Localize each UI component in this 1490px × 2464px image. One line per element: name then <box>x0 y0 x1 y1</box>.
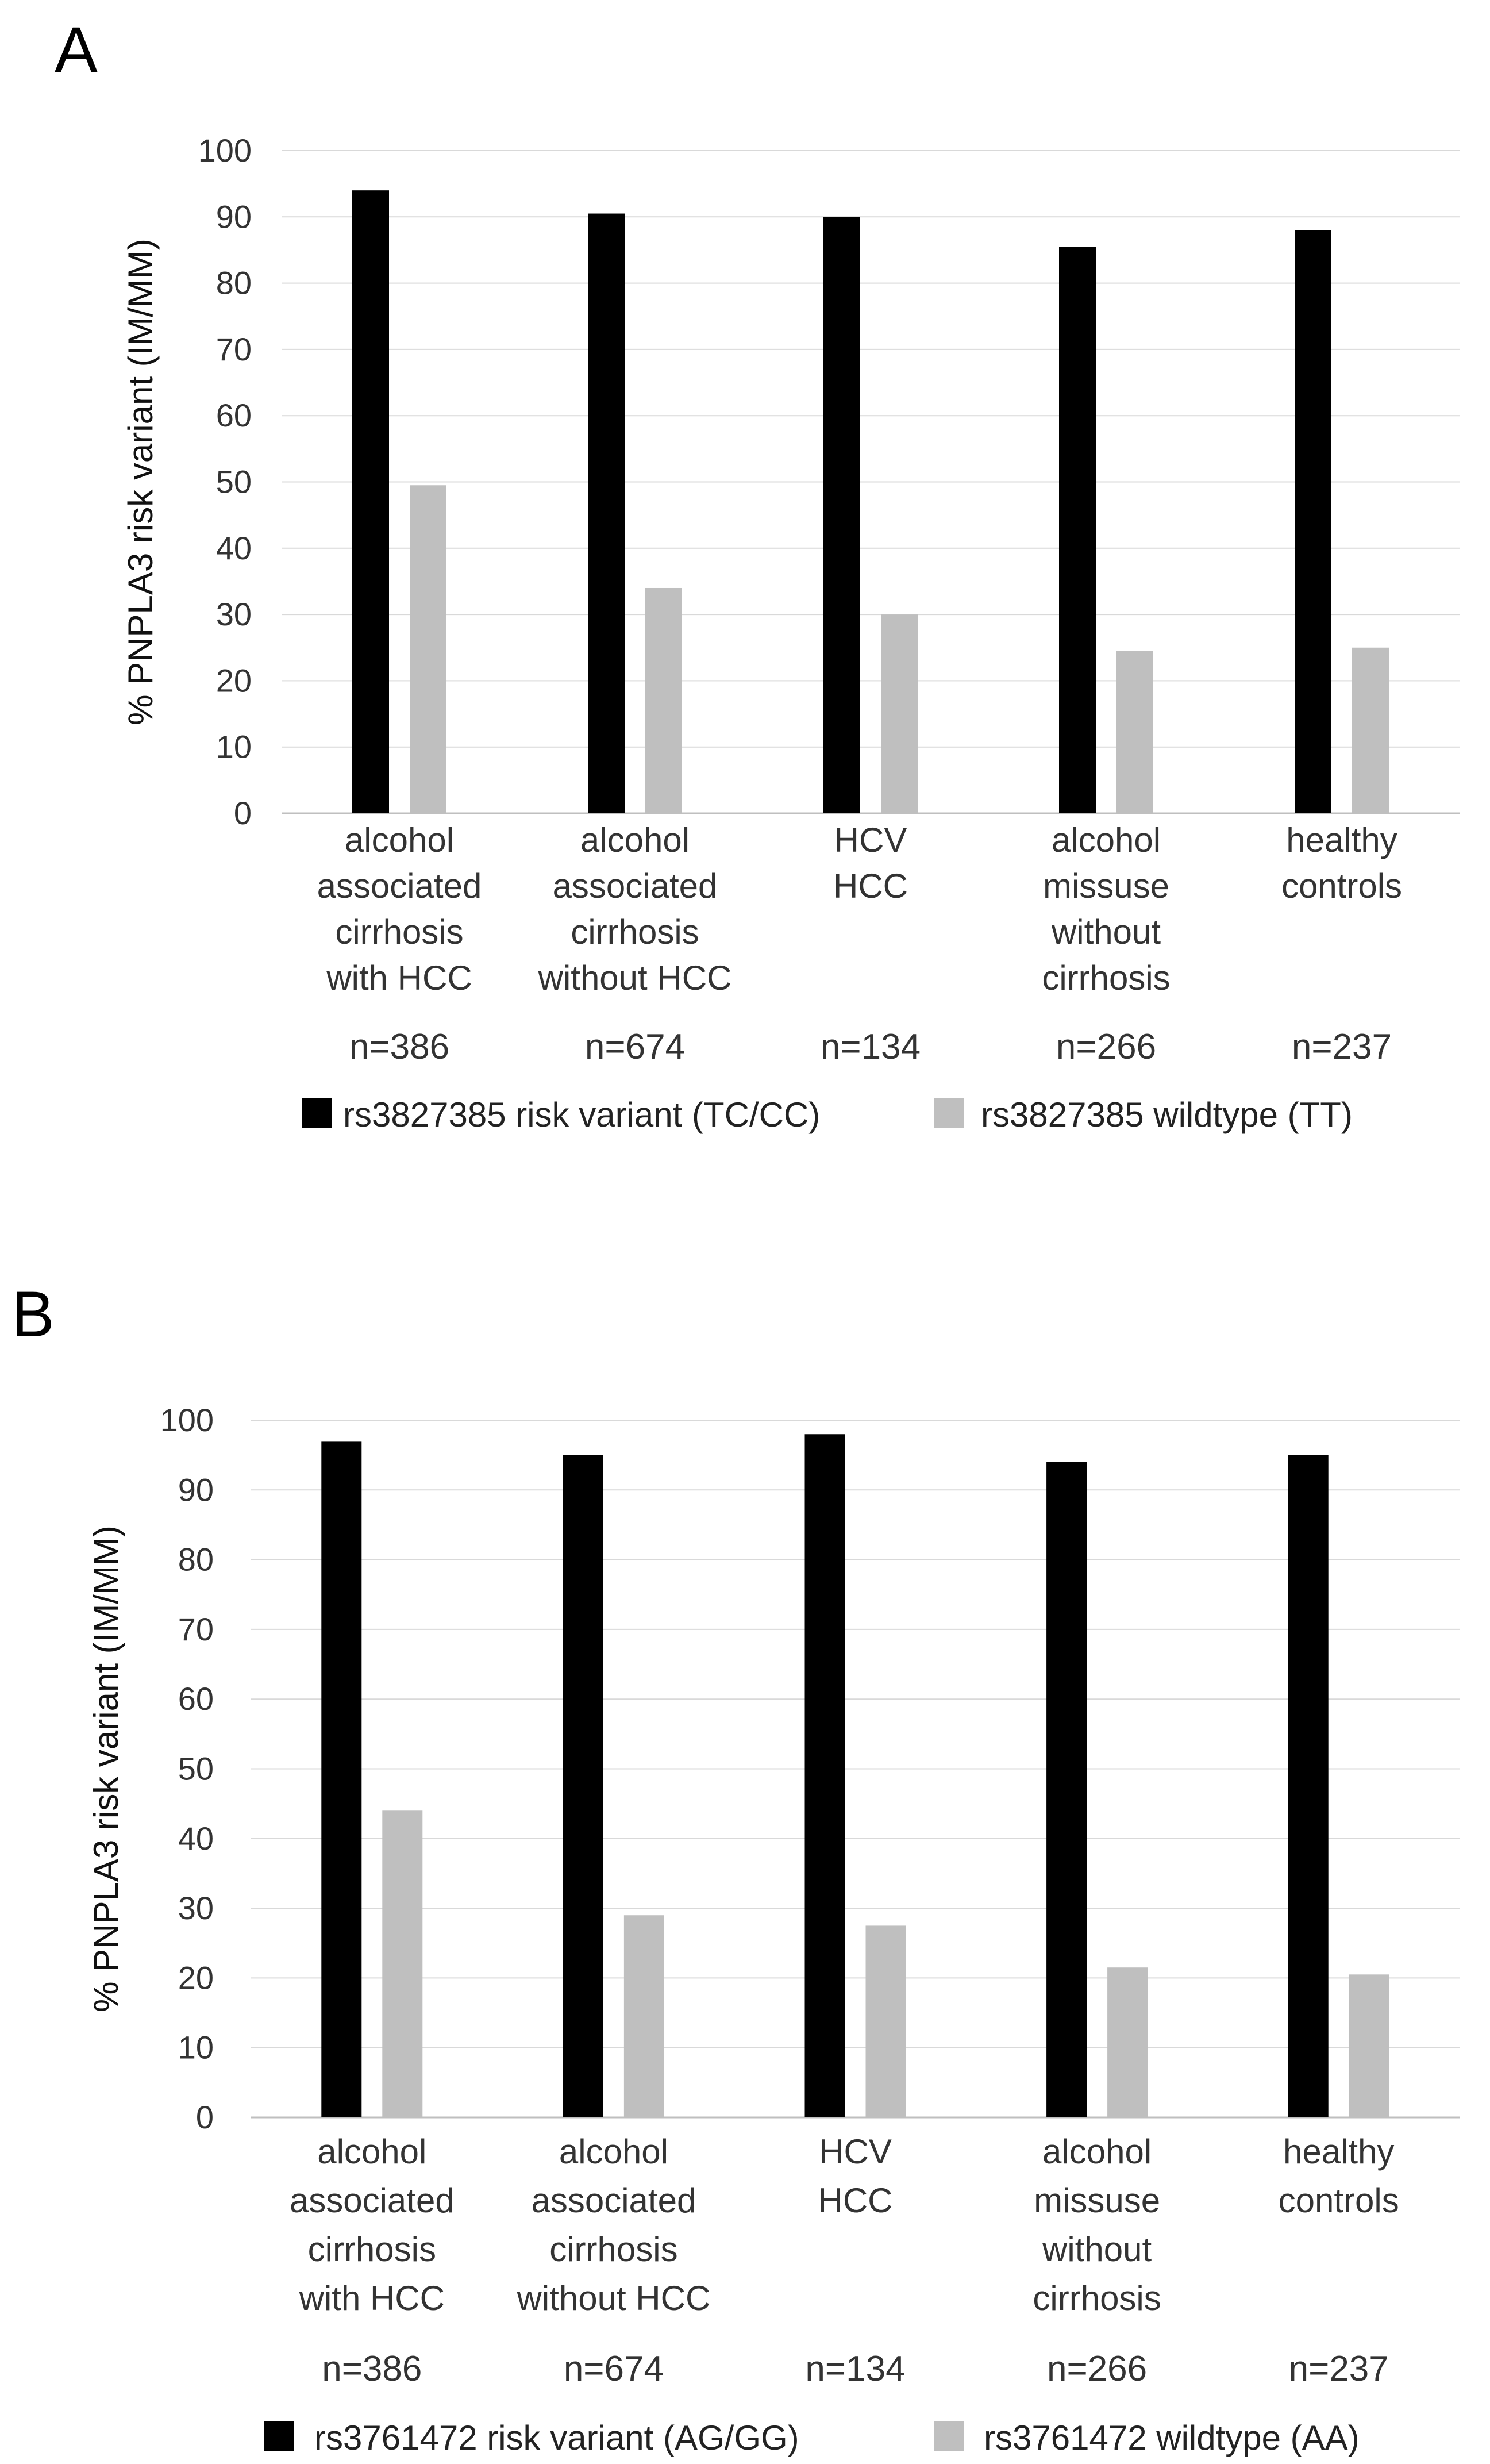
category-label: cirrhosis <box>1033 2279 1161 2317</box>
y-tick-label: 70 <box>216 331 252 367</box>
bar-wildtype <box>865 1925 906 2117</box>
y-tick-label: 30 <box>216 596 252 632</box>
category-label: healthy <box>1283 2132 1394 2171</box>
category-label: associated <box>531 2181 696 2220</box>
n-label: n=134 <box>805 2349 905 2389</box>
bar-wildtype <box>645 587 682 813</box>
n-label: n=266 <box>1047 2349 1147 2389</box>
category-label: alcohol <box>559 2132 668 2171</box>
y-tick-label: 50 <box>178 1751 214 1787</box>
category-label: alcohol <box>1042 2132 1152 2171</box>
panel-label: B <box>11 1278 55 1350</box>
category-label: alcohol <box>317 2132 426 2171</box>
category-label: cirrhosis <box>308 2230 436 2269</box>
y-tick-label: 80 <box>178 1542 214 1578</box>
n-label: n=237 <box>1292 1027 1392 1067</box>
n-label: n=674 <box>564 2349 664 2389</box>
legend-swatch <box>302 1098 332 1128</box>
category-label: missuse <box>1034 2181 1160 2220</box>
legend-label: rs3827385 risk variant (TC/CC) <box>343 1095 820 1134</box>
category-label: HCC <box>833 867 908 905</box>
category-label: associated <box>290 2181 455 2220</box>
y-tick-label: 0 <box>234 795 252 831</box>
bar-wildtype <box>1352 647 1389 813</box>
y-tick-label: 90 <box>178 1471 214 1508</box>
bar-wildtype <box>881 614 918 813</box>
y-tick-label: 100 <box>198 132 252 168</box>
bar-wildtype <box>623 1915 664 2117</box>
y-tick-label: 40 <box>178 1820 214 1856</box>
category-label: controls <box>1281 867 1402 905</box>
y-axis-title: % PNPLA3 risk variant (IM/MM) <box>121 239 160 725</box>
category-label: with HCC <box>299 2279 445 2317</box>
category-label: HCC <box>818 2181 893 2220</box>
bar-risk-variant <box>804 1434 845 2117</box>
y-tick-label: 50 <box>216 464 252 500</box>
n-label: n=386 <box>349 1027 449 1067</box>
n-label: n=386 <box>322 2349 422 2389</box>
y-tick-label: 0 <box>196 2099 214 2135</box>
n-label: n=237 <box>1289 2349 1389 2389</box>
category-label: cirrhosis <box>1042 959 1170 997</box>
bar-wildtype <box>1116 651 1153 813</box>
n-label: n=674 <box>585 1027 685 1067</box>
category-label: with HCC <box>326 959 472 997</box>
category-label: alcohol <box>580 821 690 859</box>
y-tick-label: 90 <box>216 198 252 235</box>
bar-wildtype <box>382 1810 423 2117</box>
category-label: without <box>1051 913 1161 951</box>
panel-label: A <box>55 14 98 86</box>
bar-wildtype <box>410 485 446 813</box>
chart-panel-b: B 0 10 20 30 40 50 60 70 80 90 100 % PNPLA3 risk var… <box>11 1278 1460 2457</box>
y-tick-label: 40 <box>216 530 252 566</box>
category-label: controls <box>1279 2181 1399 2220</box>
y-tick-label: 80 <box>216 265 252 301</box>
legend-label: rs3761472 wildtype (AA) <box>984 2419 1360 2457</box>
legend-swatch <box>264 2421 294 2451</box>
legend-label: rs3827385 wildtype (TT) <box>981 1095 1353 1134</box>
bar-risk-variant <box>352 190 389 814</box>
category-label: missuse <box>1043 867 1169 905</box>
y-tick-label: 30 <box>178 1890 214 1926</box>
bar-risk-variant <box>321 1441 362 2117</box>
chart-panel-a: A 0 10 20 30 40 50 60 70 80 90 100 % PNPLA3 risk var… <box>55 14 1460 1134</box>
category-label: without HCC <box>517 2279 711 2317</box>
category-label: cirrhosis <box>335 913 463 951</box>
y-tick-label: 10 <box>216 729 252 765</box>
y-axis-title: % PNPLA3 risk variant (IM/MM) <box>87 1525 125 2012</box>
y-tick-label: 20 <box>216 662 252 698</box>
bar-risk-variant <box>823 217 860 813</box>
y-tick-label: 70 <box>178 1611 214 1647</box>
y-tick-label: 60 <box>178 1681 214 1717</box>
y-tick-label: 60 <box>216 397 252 433</box>
bar-risk-variant <box>588 213 625 813</box>
bar-risk-variant <box>1046 1462 1087 2117</box>
y-tick-label: 100 <box>160 1402 214 1438</box>
bar-risk-variant <box>1059 247 1096 813</box>
n-label: n=266 <box>1056 1027 1156 1067</box>
category-label: alcohol <box>345 821 454 859</box>
y-tick-label: 20 <box>178 1959 214 1996</box>
legend-label: rs3761472 risk variant (AG/GG) <box>314 2419 799 2457</box>
y-tick-label: 10 <box>178 2029 214 2066</box>
category-label: without <box>1042 2230 1152 2269</box>
category-label: associated <box>317 867 482 905</box>
category-label: without HCC <box>538 959 732 997</box>
bar-risk-variant <box>1288 1455 1329 2117</box>
bar-wildtype <box>1349 1974 1389 2117</box>
category-label: cirrhosis <box>571 913 699 951</box>
bar-wildtype <box>1107 1967 1148 2117</box>
legend-swatch <box>934 1098 964 1128</box>
legend-swatch <box>934 2421 964 2451</box>
bar-risk-variant <box>1295 230 1331 813</box>
category-label: associated <box>553 867 718 905</box>
category-label: cirrhosis <box>549 2230 677 2269</box>
n-label: n=134 <box>821 1027 921 1067</box>
category-label: HCV <box>819 2132 892 2171</box>
bar-risk-variant <box>563 1455 603 2117</box>
category-label: healthy <box>1286 821 1397 859</box>
category-label: HCV <box>834 821 907 859</box>
category-label: alcohol <box>1052 821 1161 859</box>
